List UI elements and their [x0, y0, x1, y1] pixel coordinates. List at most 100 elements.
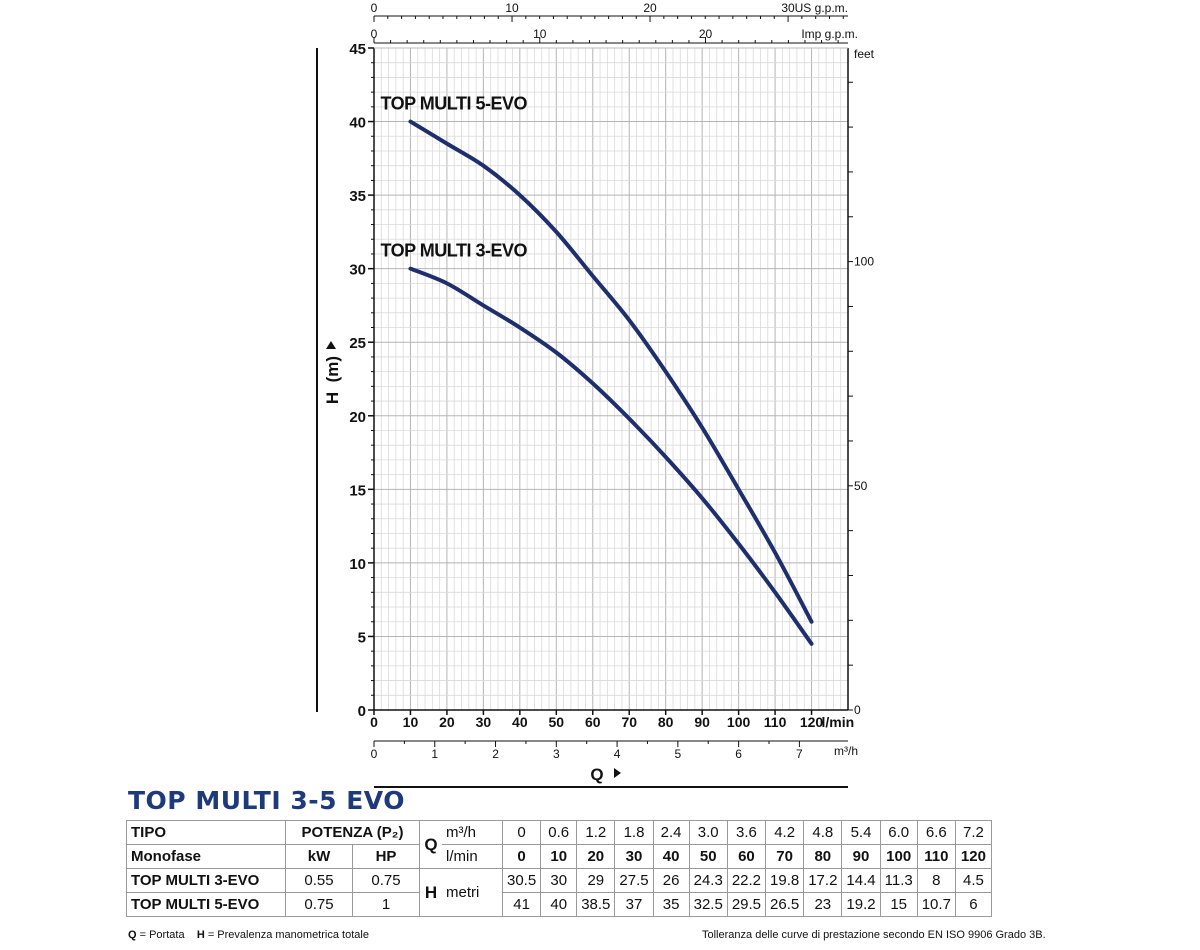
- feet-tick-label: 0: [854, 703, 861, 717]
- h-cell: 38.5: [576, 892, 616, 917]
- tipo-header: TIPO: [126, 820, 286, 845]
- feet-tick-label: 50: [854, 479, 868, 493]
- lmin-cell: 40: [652, 844, 690, 869]
- h-cell: 32.5: [688, 892, 728, 917]
- h-cell: 10.7: [916, 892, 956, 917]
- footer-h-key: H: [196, 929, 205, 941]
- x-tick-label: 120: [800, 714, 824, 730]
- y-tick-label: 25: [349, 335, 366, 352]
- h-cell: 11.3: [879, 868, 918, 893]
- table-row: TOP MULTI 5-EVO 0.75 1 41 40 38.5 37 35 …: [126, 892, 992, 917]
- h-cell: 30.5: [501, 868, 542, 893]
- imp-gpm-label: Imp g.p.m.: [801, 27, 858, 41]
- y-tick-label: 20: [349, 409, 366, 426]
- x-tick-label: 80: [658, 714, 674, 730]
- m3h-tick-label: 4: [614, 747, 621, 761]
- model-name: TOP MULTI 3-EVO: [126, 868, 286, 893]
- us-gpm-label: US g.p.m.: [795, 1, 848, 15]
- h-cell: 19.2: [841, 892, 881, 917]
- lmin-cell: 90: [841, 844, 881, 869]
- curve-top-multi-5-evo: [408, 119, 814, 624]
- h-cell: 30: [540, 868, 578, 893]
- h-symbol: H: [419, 868, 442, 917]
- us-gpm-tick-label: 20: [643, 1, 657, 15]
- q-symbol: Q: [419, 820, 442, 869]
- x-tick-label: 40: [512, 714, 528, 730]
- imp-gpm-tick-label: 0: [371, 27, 378, 41]
- x-tick-label: 10: [403, 714, 419, 730]
- y-tick-label: 10: [349, 556, 366, 573]
- h-cell: 24.3: [688, 868, 728, 893]
- y-tick-label: 0: [358, 703, 366, 720]
- h-cell: 27.5: [614, 868, 654, 893]
- model-name: TOP MULTI 5-EVO: [126, 892, 286, 917]
- h-cell: 35: [652, 892, 690, 917]
- h-unit: metri: [442, 868, 503, 917]
- m3h-label: m³/h: [834, 744, 858, 758]
- m3h-cell: 3.6: [726, 820, 767, 845]
- x-tick-label: 20: [439, 714, 455, 730]
- m3h-tick-label: 0: [371, 747, 378, 761]
- h-cell: 15: [879, 892, 918, 917]
- x-tick-label: 70: [621, 714, 637, 730]
- h-cell: 8: [916, 868, 956, 893]
- lmin-cell: 70: [765, 844, 805, 869]
- kw-header: kW: [285, 844, 353, 869]
- h-cell: 17.2: [803, 868, 843, 893]
- y-tick-label: 40: [349, 115, 366, 132]
- h-cell: 29.5: [726, 892, 767, 917]
- series-label: TOP MULTI 3-EVO: [380, 241, 527, 261]
- x-tick-label: 60: [585, 714, 601, 730]
- y-axis-arrow-icon: [326, 341, 336, 349]
- lmin-cell: 0: [501, 844, 542, 869]
- h-cell: 37: [614, 892, 654, 917]
- m3h-tick-label: 1: [431, 747, 438, 761]
- us-gpm-tick-label: 10: [505, 1, 519, 15]
- table-header-row-1: TIPO POTENZA (P₂) Q m³/h 0 0.6 1.2 1.8 2…: [126, 820, 992, 869]
- m3h-cell: 4.2: [765, 820, 805, 845]
- m3h-tick-label: 3: [553, 747, 560, 761]
- m3h-cell: 5.4: [841, 820, 881, 845]
- imp-gpm-tick-label: 10: [533, 27, 547, 41]
- h-cell: 40: [540, 892, 578, 917]
- us-gpm-tick-label: 30: [781, 1, 795, 15]
- footer-legend: Q = Portata H = Prevalenza manometrica t…: [128, 929, 369, 941]
- lmin-cell: 30: [614, 844, 654, 869]
- footer-q-key: Q: [128, 929, 137, 941]
- m3h-cell: 6.6: [916, 820, 956, 845]
- y-tick-label: 35: [349, 188, 366, 205]
- h-cell: 19.8: [765, 868, 805, 893]
- monofase-header: Monofase: [126, 844, 286, 869]
- lmin-cell: 100: [879, 844, 918, 869]
- lmin-cell: 110: [916, 844, 956, 869]
- h-cell: 22.2: [726, 868, 767, 893]
- m3h-cell: 4.8: [803, 820, 843, 845]
- hp-value: 1: [352, 892, 420, 917]
- footer-h-desc: = Prevalenza manometrica totale: [204, 929, 369, 941]
- lmin-cell: 60: [726, 844, 767, 869]
- lmin-cell: 50: [688, 844, 728, 869]
- x-tick-label: 110: [764, 714, 787, 730]
- m3h-tick-label: 5: [675, 747, 682, 761]
- kw-value: 0.55: [285, 868, 353, 893]
- x-tick-label: 100: [727, 714, 751, 730]
- chart-grid: [374, 48, 848, 710]
- m3h-tick-label: 6: [735, 747, 742, 761]
- m3h-cell: 1.8: [614, 820, 654, 845]
- footer-tolerance: Tolleranza delle curve di prestazione se…: [702, 929, 1046, 941]
- chart-frame: [316, 15, 849, 788]
- m3h-cell: 2.4: [652, 820, 690, 845]
- x-tick-label: 0: [370, 714, 378, 730]
- lmin-cell: 10: [540, 844, 578, 869]
- x-axis-arrow-icon: [614, 768, 621, 778]
- x-axis-title: Q: [590, 765, 603, 784]
- lmin-cell: 80: [803, 844, 843, 869]
- y-tick-label: 5: [358, 629, 366, 646]
- h-cell: 29: [576, 868, 616, 893]
- h-cell: 41: [501, 892, 542, 917]
- kw-value: 0.75: [285, 892, 353, 917]
- imp-gpm-tick-label: 20: [699, 27, 713, 41]
- h-cell: 14.4: [841, 868, 881, 893]
- h-cell: 26: [652, 868, 690, 893]
